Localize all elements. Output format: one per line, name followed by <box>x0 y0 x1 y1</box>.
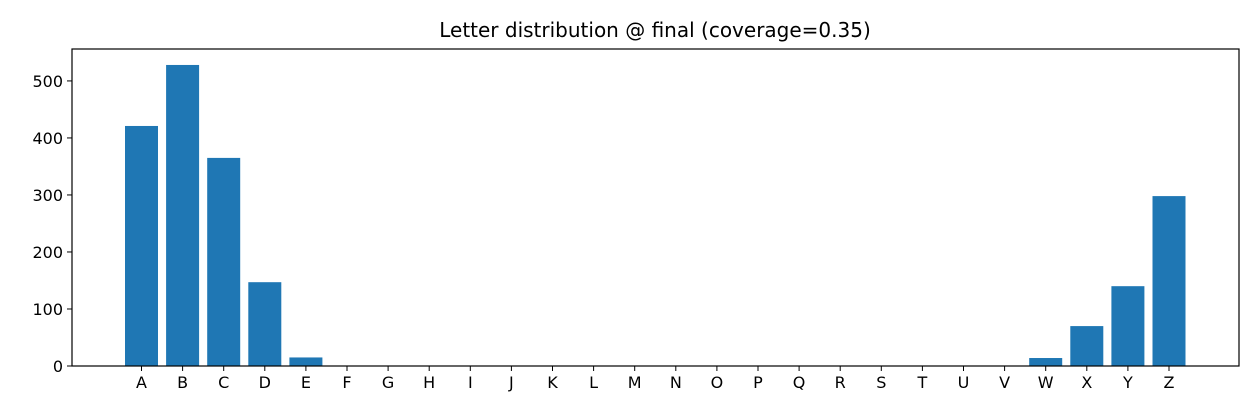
bar-y <box>1111 286 1145 366</box>
y-axis: 0 100 200 300 400 500 <box>32 72 72 376</box>
x-tick-label-p: P <box>753 373 763 392</box>
x-tick-label-e: E <box>301 373 311 392</box>
x-tick-label-m: M <box>628 373 642 392</box>
x-tick-label-t: T <box>917 373 928 392</box>
x-tick-label-i: I <box>468 373 473 392</box>
x-tick-label-n: N <box>670 373 682 392</box>
bar-d <box>248 282 282 366</box>
x-tick-label-d: D <box>259 373 271 392</box>
bar-b <box>166 64 200 367</box>
x-tick-label-g: G <box>382 373 394 392</box>
x-tick-label-v: V <box>999 373 1010 392</box>
y-tick-label-100: 100 <box>32 300 63 319</box>
x-tick-label-s: S <box>876 373 886 392</box>
y-tick-label-400: 400 <box>32 129 63 148</box>
x-tick-label-c: C <box>218 373 229 392</box>
bar-z <box>1152 196 1186 366</box>
x-axis: A B C D E F G H I J K L M N O P Q R S T U V W X Y Z <box>136 366 1175 392</box>
x-tick-label-a: A <box>136 373 147 392</box>
chart-title: Letter distribution @ final (coverage=0.… <box>439 18 871 42</box>
x-tick-label-y: Y <box>1122 373 1133 392</box>
plot-frame <box>71 48 1240 367</box>
bar-c <box>207 157 241 366</box>
bars <box>125 64 1186 367</box>
x-tick-label-r: R <box>835 373 846 392</box>
y-tick-label-500: 500 <box>32 72 63 91</box>
y-tick-label-300: 300 <box>32 186 63 205</box>
x-tick-label-f: F <box>342 373 351 392</box>
x-tick-label-k: K <box>547 373 558 392</box>
x-tick-label-w: W <box>1038 373 1054 392</box>
y-tick-label-0: 0 <box>53 357 63 376</box>
x-tick-label-l: L <box>589 373 598 392</box>
x-tick-label-o: O <box>711 373 724 392</box>
x-tick-label-u: U <box>958 373 970 392</box>
y-tick-label-200: 200 <box>32 243 63 262</box>
x-tick-label-q: Q <box>793 373 806 392</box>
bar-e <box>289 357 323 366</box>
x-tick-label-h: H <box>423 373 435 392</box>
bar-x <box>1070 326 1104 366</box>
x-tick-label-x: X <box>1081 373 1092 392</box>
bar-w <box>1029 358 1063 366</box>
bar-a <box>125 125 158 366</box>
x-tick-label-b: B <box>177 373 188 392</box>
x-tick-label-j: J <box>508 373 514 392</box>
x-tick-label-z: Z <box>1164 373 1175 392</box>
